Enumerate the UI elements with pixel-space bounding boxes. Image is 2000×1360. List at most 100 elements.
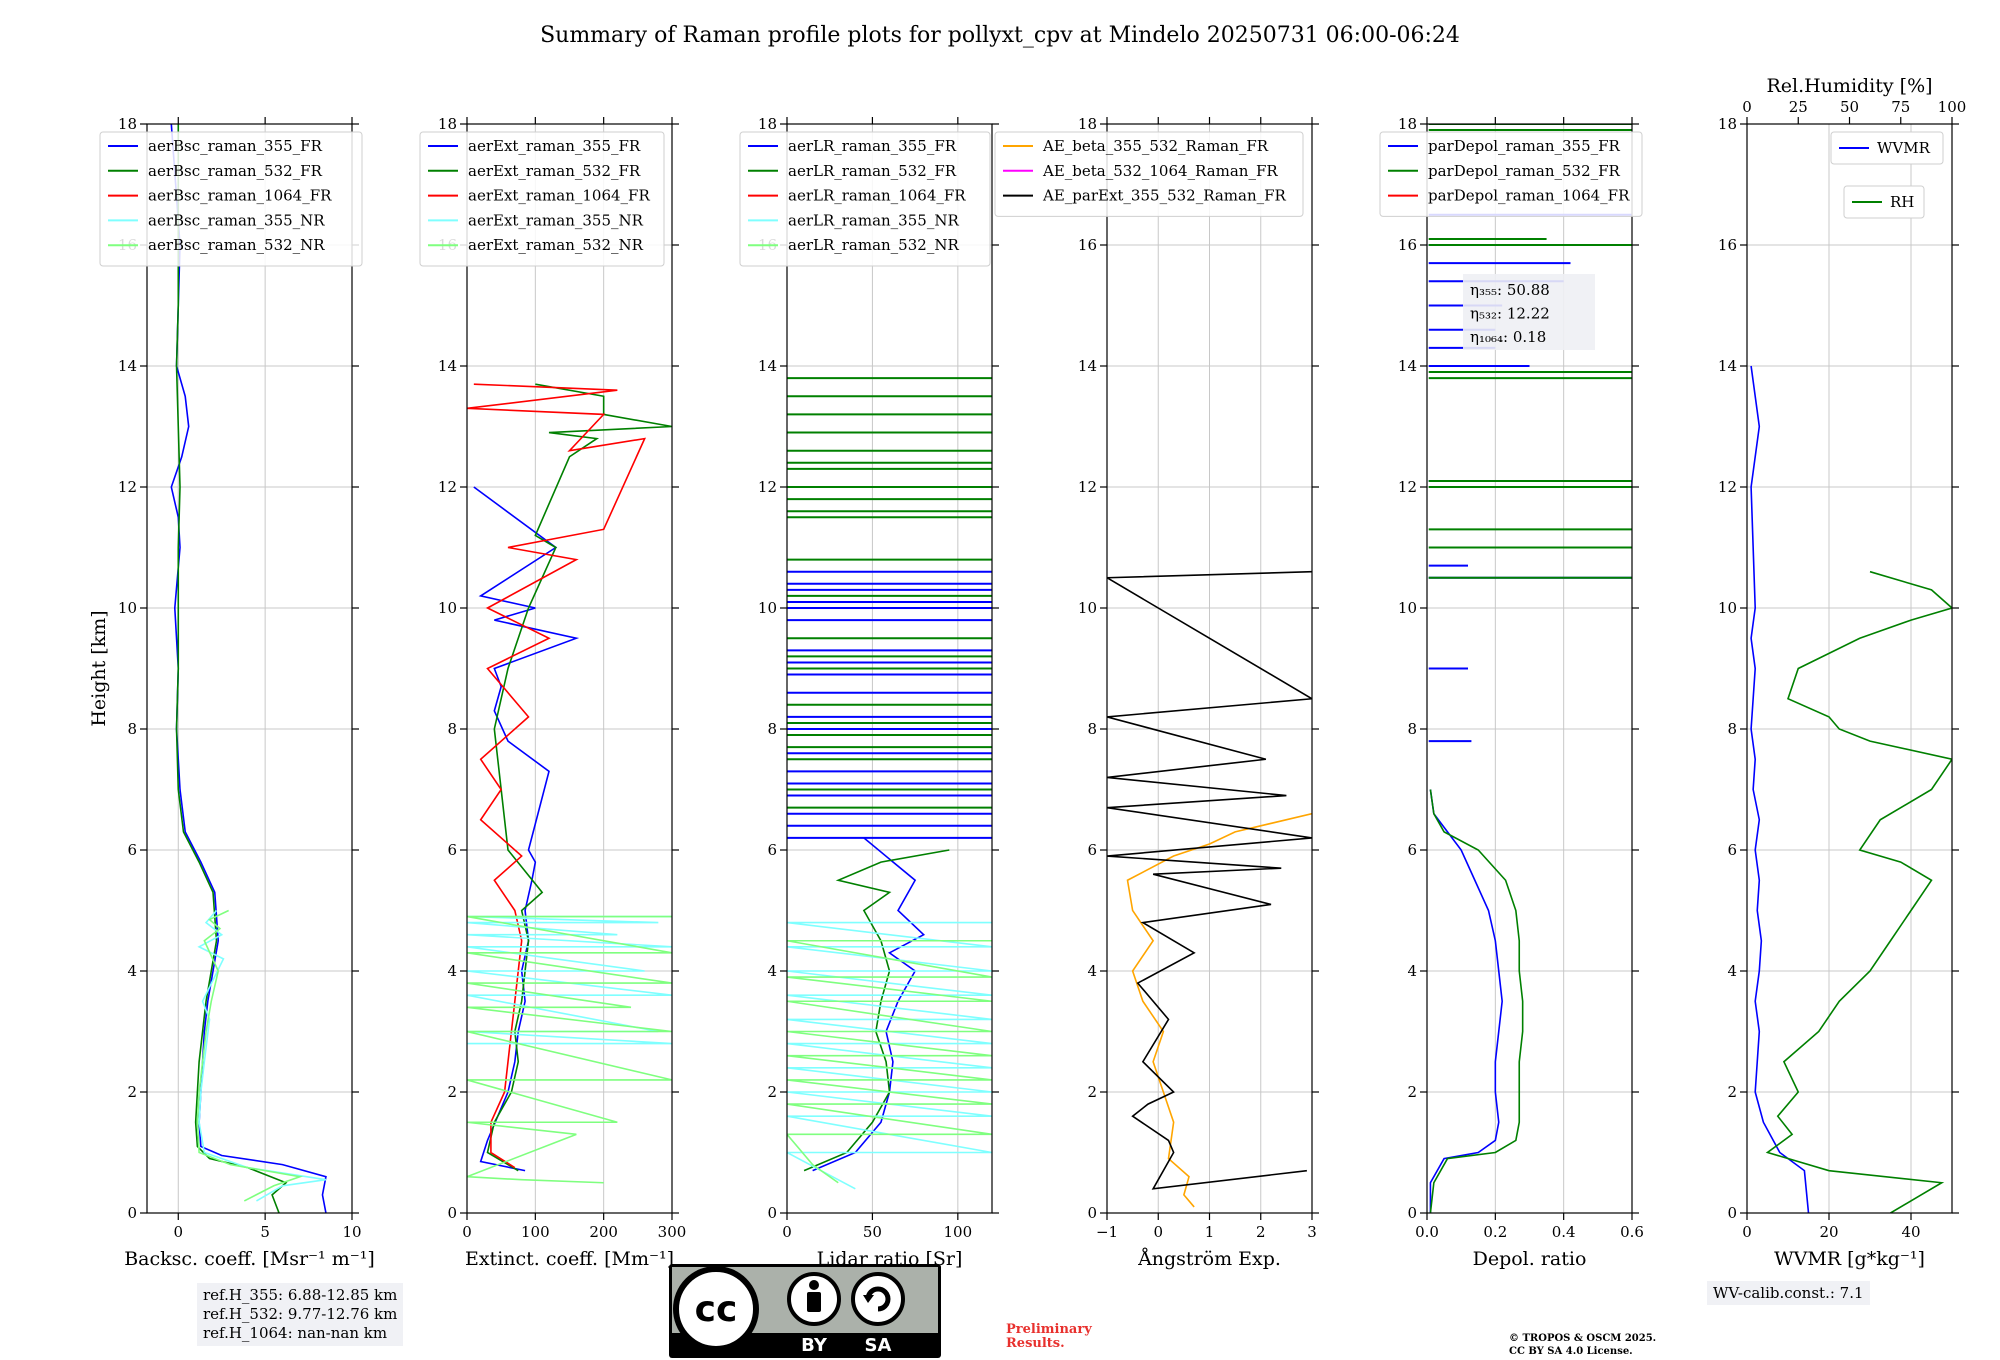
ytick-label: 10 [1078,599,1097,617]
panel-bsc: 0246810121416180510Backsc. coeff. [Msr⁻¹… [88,115,375,1270]
legend-ext: aerExt_raman_355_FR aerExt_raman_532_FRae… [419,131,665,267]
ytick-label: 10 [1398,599,1417,617]
series-aerBsc_raman_355_NR [197,909,327,1202]
legend-wv: WVMR RH [1830,131,1944,219]
ytick-label: 18 [438,115,457,133]
ytick-label: 12 [758,478,777,496]
ytick-label: 14 [1718,357,1737,375]
ytick-label: 12 [1718,478,1737,496]
series-aerExt_raman_355_NR [467,915,672,1045]
ytick-label: 2 [767,1083,777,1101]
legend-box [739,131,991,267]
xtick-label: 100 [944,1223,973,1241]
legend-box [994,131,1304,217]
series-WVMR [1750,365,1810,1213]
by-label: BY [801,1335,828,1356]
annotation-box [1463,274,1595,350]
legend-label: aerBsc_raman_532_FR [148,162,323,180]
ytick-label: 18 [758,115,777,133]
xtick-label: 0.4 [1552,1223,1576,1241]
legend-box [99,131,363,267]
legend-box [1830,131,1944,165]
plot-area-lr [787,377,992,1190]
ytick-label: 14 [1398,357,1417,375]
ytick-label: 4 [1407,962,1417,980]
ytick-label: 10 [118,599,137,617]
ytick-label: 12 [1078,478,1097,496]
plot-area-ext [467,383,672,1184]
sa-icon [851,1272,905,1326]
xtick-label: 40 [1901,1223,1920,1241]
ytick-label: 0 [1087,1204,1097,1222]
x2label: Rel.Humidity [%] [1766,75,1932,97]
ytick-label: 12 [438,478,457,496]
ytick-label: 8 [1727,720,1737,738]
ytick-label: 6 [1727,841,1737,859]
legend-label: aerExt_raman_355_NR [468,211,644,229]
ytick-label: 16 [1398,236,1417,254]
xtick-label: 5 [260,1223,270,1241]
ytick-label: 10 [758,599,777,617]
ytick-label: 6 [1407,841,1417,859]
sa-label: SA [865,1335,892,1356]
legend-label: RH [1890,193,1914,211]
plot-area-ae [1107,570,1312,1208]
ytick-label: 6 [447,841,457,859]
ytick-label: 8 [447,720,457,738]
ytick-label: 18 [118,115,137,133]
plot-area-depol [1428,124,1632,1213]
wv-calibration-box: WV-calib.const.: 7.1 [1707,1281,1870,1305]
series-aerBsc_raman_355_FR [170,124,327,1213]
ytick-label: 4 [1087,962,1097,980]
panel-depol: 0 2 4 6 8 10 12 14 16 18 0.0 0.2 0.4 0.6 Depol. ratio p… [1379,115,1644,1270]
legend-bsc: aerBsc_raman_355_FR aerBsc_raman_532_FRae… [99,131,363,267]
series-AE_parExt_355_532_Raman_FR [1107,570,1312,1190]
series-parDepol_raman_532_FR [1429,789,1524,1213]
legend-lr: aerLR_raman_355_FR aerLR_raman_532_FR aerL… [739,131,991,267]
axes-frame [1426,123,1633,1214]
xtick-label: 0 [1742,1223,1752,1241]
xtick-label: 0 [782,1223,792,1241]
xlabel: Ångström Exp. [1137,1248,1281,1270]
ytick-label: 2 [127,1083,137,1101]
reference-heights-box: ref.H_355: 6.88-12.85 km ref.H_532: 9.77… [197,1283,404,1346]
axes-frame [466,123,673,1214]
ytick-label: 12 [1398,478,1417,496]
ytick-label: 6 [767,841,777,859]
ytick-label: 4 [1727,962,1737,980]
ytick-label: 2 [447,1083,457,1101]
ytick-label: 18 [1718,115,1737,133]
xlabel: WVMR [g*kg⁻¹] [1774,1248,1925,1270]
ytick-label: 2 [1087,1083,1097,1101]
series-aerExt_raman_355_FR [473,486,580,1172]
xtick-label: 0 [462,1223,472,1241]
x2tick-label: 25 [1789,98,1808,116]
ref-height-355: ref.H_355: 6.88-12.85 km [203,1286,398,1304]
ytick-label: 0 [447,1204,457,1222]
legend-label: aerLR_raman_532_FR [788,162,957,180]
cc-logo-circle [673,1266,759,1352]
xtick-label: 200 [589,1223,618,1241]
ytick-label: 18 [1398,115,1417,133]
ytick-label: 14 [1078,357,1097,375]
xtick-label: 1 [1205,1223,1215,1241]
ytick-label: 4 [767,962,777,980]
xtick-label: −1 [1096,1223,1118,1241]
legend-label: aerExt_raman_532_FR [468,162,641,180]
preliminary-results-note: Preliminary Results. [1006,1322,1092,1351]
ytick-label: 8 [1407,720,1417,738]
legend-label: aerLR_raman_532_NR [788,236,959,254]
ytick-label: 12 [118,478,137,496]
x2tick-label: 100 [1938,98,1967,116]
annotation-line: η₃₅₅: 50.88 [1470,281,1550,299]
ytick-label: 2 [1727,1083,1737,1101]
xtick-label: 0.0 [1415,1223,1439,1241]
ytick-label: 6 [1087,841,1097,859]
ytick-label: 0 [127,1204,137,1222]
panel-lr: 024681012141618050100Lidar ratio [Sr]aer… [739,115,999,1270]
legend-label: parDepol_raman_355_FR [1428,137,1621,155]
x2tick-label: 75 [1891,98,1910,116]
ytick-label: 14 [118,357,137,375]
